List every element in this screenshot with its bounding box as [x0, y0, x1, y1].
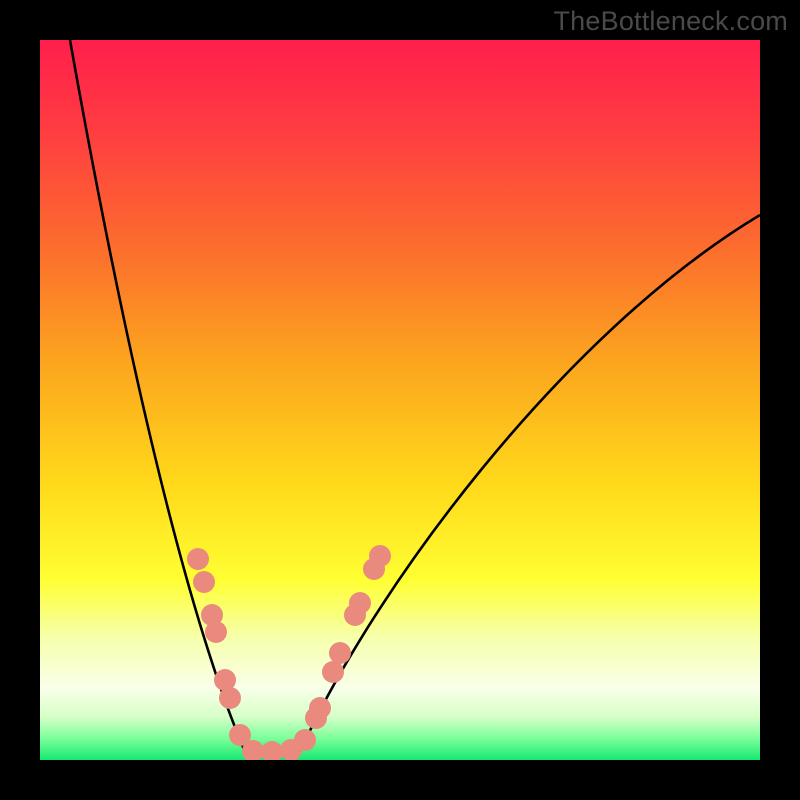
watermark-text: TheBottleneck.com [553, 6, 788, 37]
data-marker [294, 729, 316, 751]
bottleneck-curve-chart [40, 40, 760, 760]
data-marker [193, 571, 215, 593]
data-marker [322, 661, 344, 683]
data-marker [329, 642, 351, 664]
chart-frame: TheBottleneck.com [0, 0, 800, 800]
data-marker [205, 621, 227, 643]
data-marker [369, 545, 391, 567]
plot-area [40, 40, 760, 760]
data-marker [349, 592, 371, 614]
data-marker [219, 687, 241, 709]
data-marker [187, 548, 209, 570]
data-marker [309, 697, 331, 719]
gradient-background [40, 40, 760, 760]
